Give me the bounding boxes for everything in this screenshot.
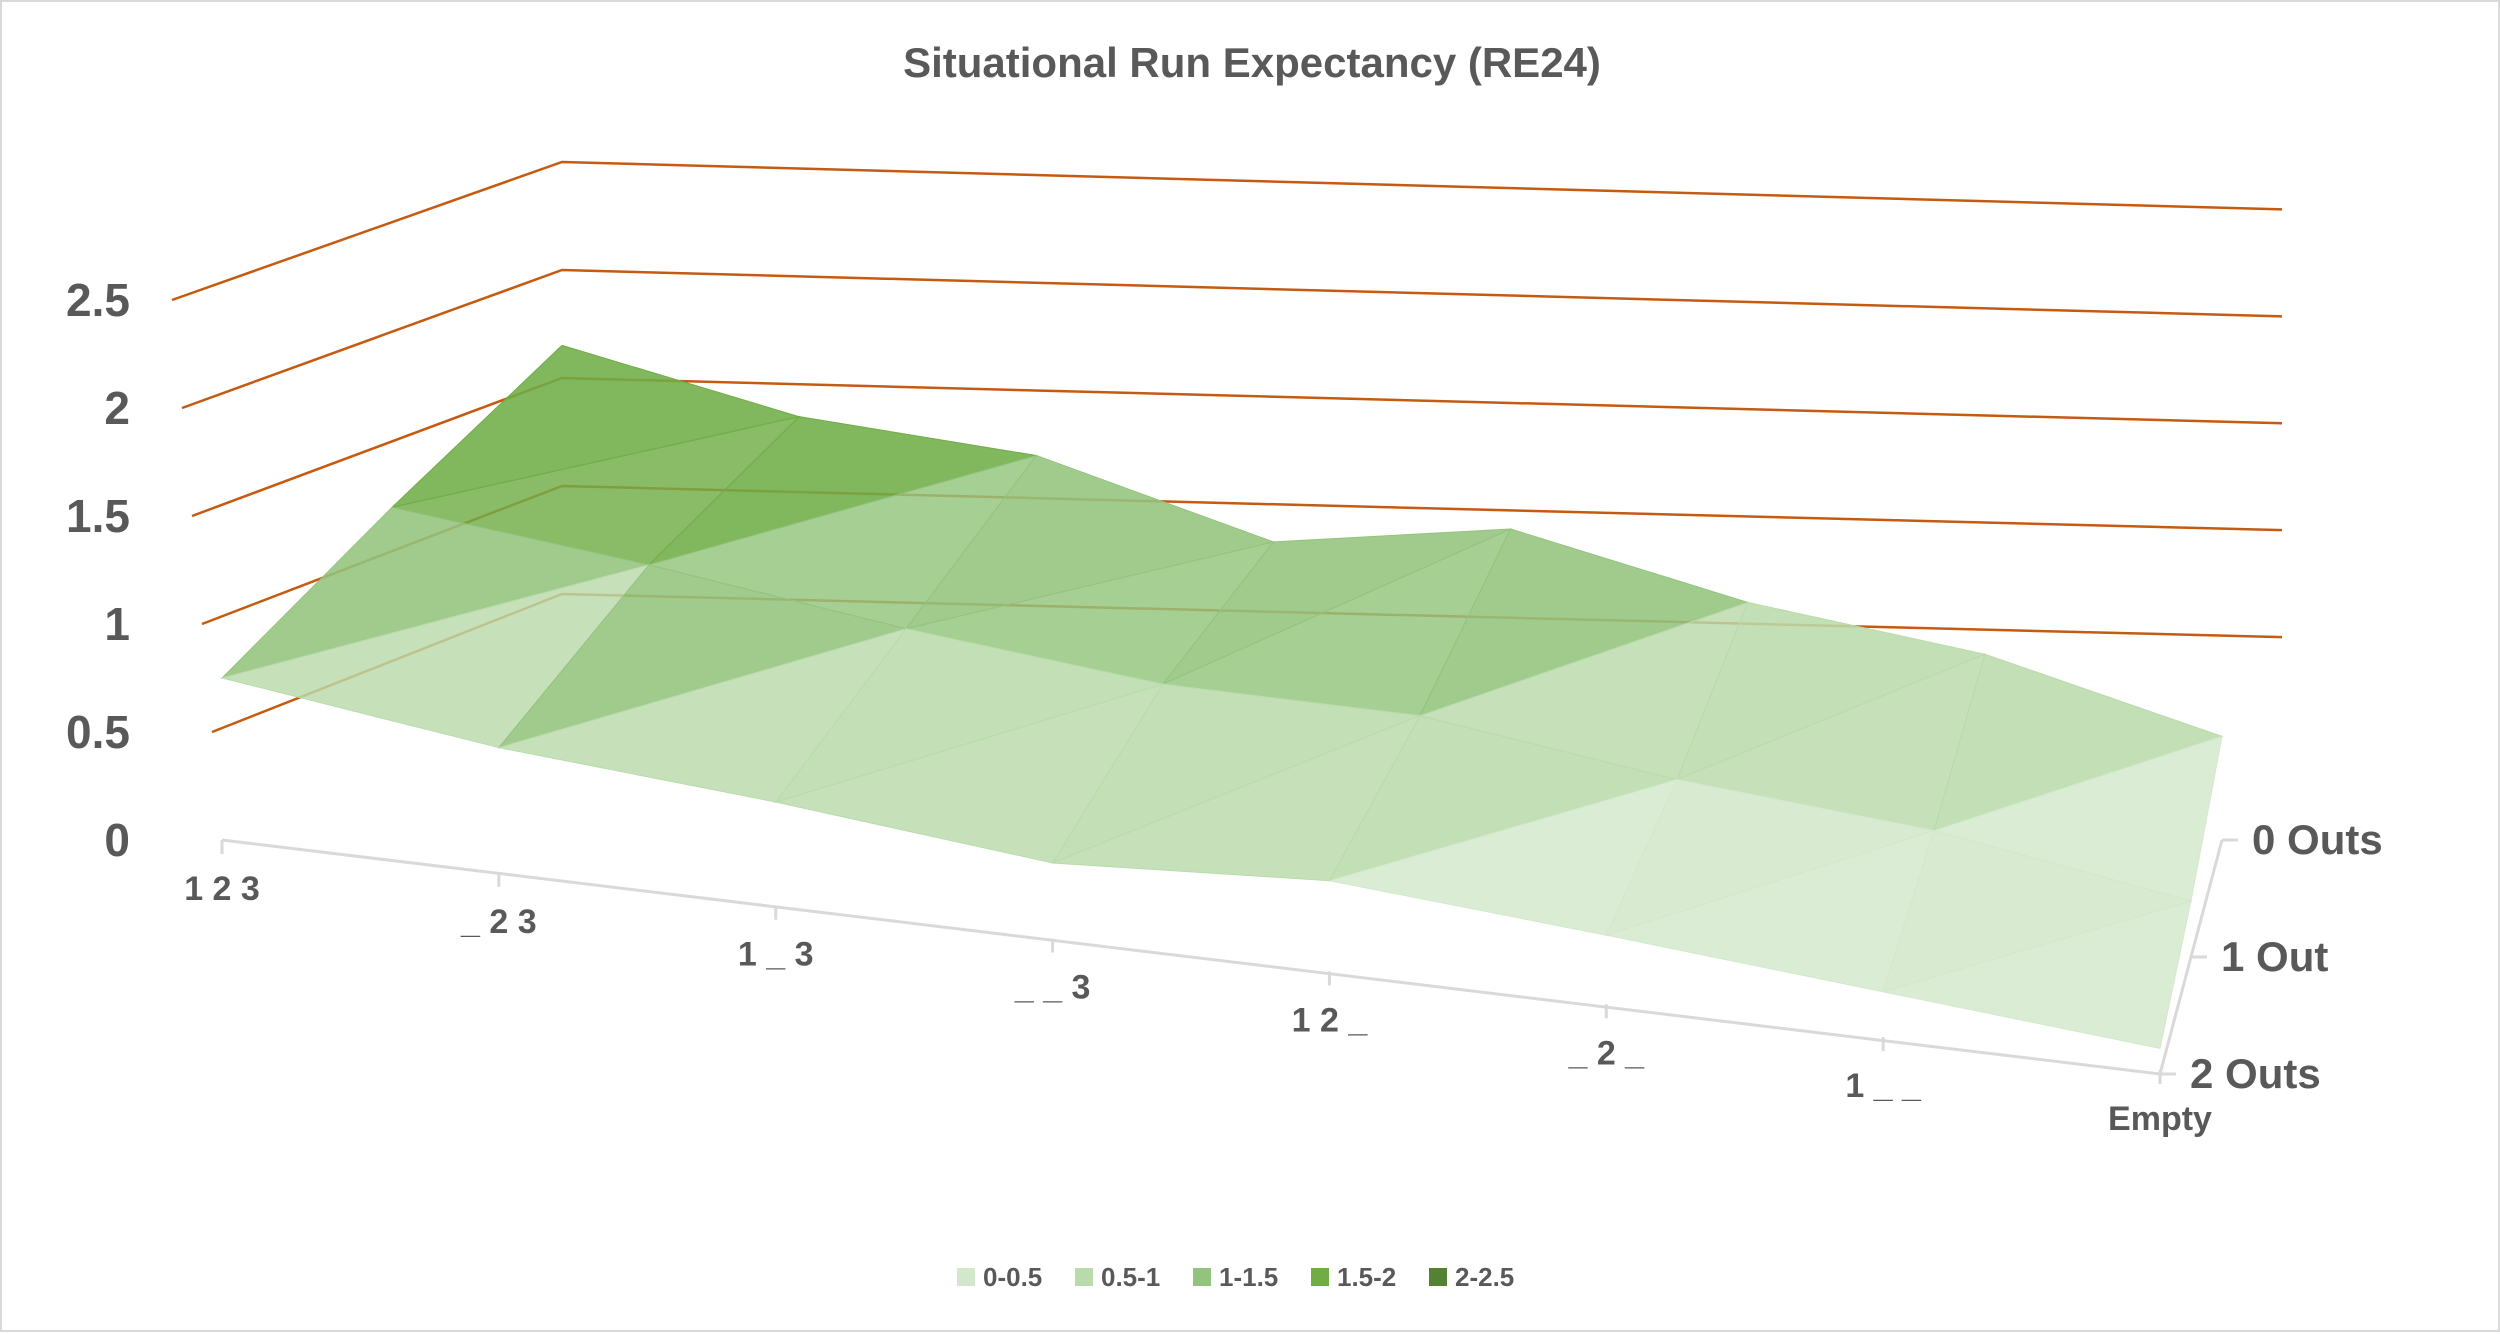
axes — [220, 838, 2238, 1084]
x-axis-tick-labels: 1 2 3 _ 2 3 1 _ 3 _ _ 3 1 2 _ _ 2 _ 1 _ _ Empty — [184, 870, 2212, 1138]
y-tick-label: 2.5 — [66, 274, 130, 326]
legend-swatch — [1193, 1268, 1211, 1286]
legend-swatch — [1311, 1268, 1329, 1286]
legend-swatch — [1429, 1268, 1447, 1286]
surface-facet — [1883, 900, 2192, 1049]
y-tick-label: 1 — [104, 598, 130, 650]
x-tick-label: 1 2 _ — [1292, 1001, 1369, 1039]
legend-label: 1-1.5 — [1219, 1262, 1278, 1292]
legend-label: 2-2.5 — [1455, 1262, 1514, 1292]
y-axis-tick-labels: 0 0.5 1 1.5 2 2.5 — [66, 274, 130, 866]
legend-swatch — [957, 1268, 975, 1286]
surface-plot — [220, 344, 2224, 1049]
legend-label: 0.5-1 — [1101, 1262, 1160, 1292]
x-tick-label: Empty — [2108, 1100, 2212, 1138]
legend: 0-0.5 0.5-1 1-1.5 1.5-2 2-2.5 — [957, 1262, 1514, 1292]
y-tick-label: 0 — [104, 814, 130, 866]
y-tick-label: 2 — [104, 382, 130, 434]
x-tick-label: _ _ 3 — [1014, 969, 1091, 1007]
x-tick-label: _ 2 3 — [460, 903, 537, 941]
depth-axis-tick-labels: 0 Outs 1 Out 2 Outs — [2190, 816, 2383, 1097]
legend-label: 0-0.5 — [983, 1262, 1042, 1292]
x-tick-label: 1 _ 3 — [738, 936, 814, 974]
x-tick-label: 1 2 3 — [184, 870, 260, 908]
x-tick-label: _ 2 _ — [1567, 1034, 1645, 1072]
x-tick-label: 1 _ _ — [1845, 1067, 1922, 1105]
depth-tick-label: 2 Outs — [2190, 1050, 2321, 1097]
legend-label: 1.5-2 — [1337, 1262, 1396, 1292]
y-tick-label: 0.5 — [66, 706, 130, 758]
gridline — [181, 268, 2283, 410]
depth-tick-label: 1 Out — [2221, 933, 2328, 980]
chart-title: Situational Run Expectancy (RE24) — [903, 39, 1601, 86]
legend-swatch — [1075, 1268, 1093, 1286]
x-axis-line — [221, 838, 2161, 1076]
y-tick-label: 1.5 — [66, 490, 130, 542]
gridline — [171, 160, 2283, 302]
depth-tick-label: 0 Outs — [2252, 816, 2383, 863]
